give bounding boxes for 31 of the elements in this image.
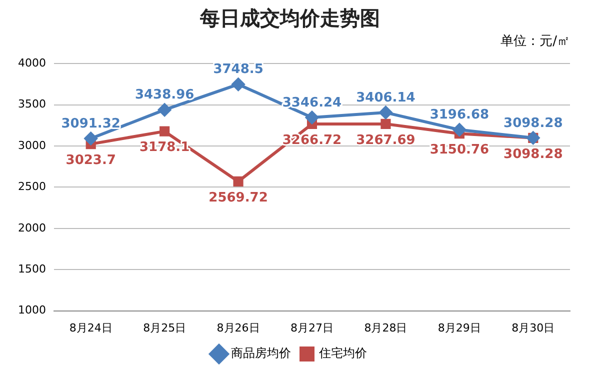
y-tick-label: 2000 [18,221,46,234]
y-tick-label: 1500 [18,262,46,276]
data-label: 3023.7 [66,152,116,168]
x-tick-label: 8月28日 [364,321,408,334]
data-label: 3091.32 [61,116,120,132]
data-label: 3098.28 [504,116,563,131]
y-tick-label: 1000 [18,304,46,317]
x-tick-label: 8月26日 [216,321,260,334]
x-tick-label: 8月30日 [512,321,555,334]
x-tick-label: 8月25日 [143,321,186,334]
data-label: 3438.96 [134,88,194,103]
data-label: 3267.69 [356,132,416,148]
y-tick-label: 3000 [18,138,46,152]
y-tick-label: 3500 [18,98,46,111]
data-label: 3196.68 [430,108,490,123]
data-label: 2569.72 [208,190,268,206]
data-label: 3748.5 [213,62,264,78]
x-tick-label: 8月27日 [290,321,334,334]
legend-label: 商品房均价 [231,346,291,360]
x-tick-label: 8月24日 [69,321,112,334]
data-label: 3178.1 [139,140,190,156]
chart-title: 每日成交均价走势图 [199,6,380,30]
data-label: 3098.28 [504,146,563,162]
data-label: 3406.14 [356,90,416,106]
data-label: 3150.76 [430,142,490,158]
legend-label: 住宅均价 [318,346,367,360]
y-tick-label: 2500 [18,180,46,194]
data-label: 3346.24 [282,95,342,110]
x-tick-label: 8月29日 [438,321,481,334]
y-tick-label: 4000 [18,56,46,70]
chart-subtitle: 单位：元/㎡ [500,34,570,50]
